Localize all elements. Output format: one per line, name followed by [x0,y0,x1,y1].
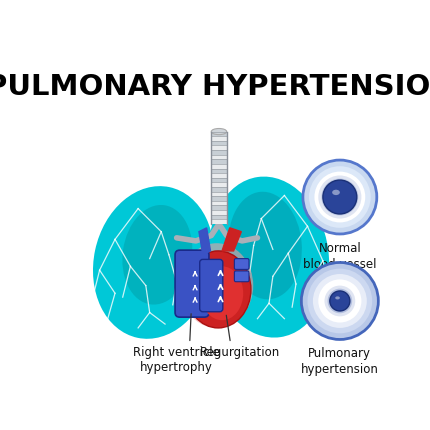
Bar [211,178,226,183]
Circle shape [324,182,354,213]
Ellipse shape [185,252,250,328]
Text: Right ventricle
hypertrophy: Right ventricle hypertrophy [133,345,220,373]
FancyBboxPatch shape [234,259,249,270]
Circle shape [302,161,376,234]
Circle shape [327,289,351,313]
Circle shape [322,181,356,215]
Circle shape [332,294,347,309]
Ellipse shape [228,192,301,300]
Ellipse shape [209,177,329,338]
Bar [211,141,226,146]
Bar [211,146,226,150]
Bar [211,183,226,187]
Bar [211,192,226,197]
Circle shape [329,291,349,311]
FancyBboxPatch shape [175,251,209,317]
Ellipse shape [93,187,214,339]
Ellipse shape [335,297,339,300]
Bar [211,132,226,137]
Circle shape [314,172,364,223]
Ellipse shape [332,190,339,196]
Circle shape [317,176,361,219]
Circle shape [329,291,349,311]
Bar [211,160,226,165]
Ellipse shape [180,244,253,328]
Bar [211,137,226,141]
FancyBboxPatch shape [234,271,249,282]
Polygon shape [199,228,210,255]
Text: Regurgitation: Regurgitation [199,345,279,358]
Ellipse shape [200,267,243,320]
Bar [211,150,226,155]
Circle shape [308,167,370,228]
Circle shape [317,280,361,323]
Bar [211,174,226,178]
Circle shape [327,185,351,210]
Text: PULMONARY HYPERTENSION: PULMONARY HYPERTENSION [0,73,430,101]
Polygon shape [221,228,241,252]
Bar [211,206,226,211]
Bar [211,197,226,201]
Bar [211,211,226,215]
Bar [211,201,226,206]
Circle shape [324,286,354,316]
Bar [211,220,226,224]
Circle shape [301,263,378,340]
FancyBboxPatch shape [199,260,222,312]
Bar [211,165,226,169]
Bar [211,155,226,160]
Circle shape [307,269,372,334]
Ellipse shape [211,129,226,135]
Text: Pulmonary
hypertension: Pulmonary hypertension [300,346,378,375]
Ellipse shape [122,206,192,305]
Bar [211,215,226,220]
Bar [211,187,226,192]
Circle shape [312,274,366,328]
Circle shape [330,188,348,207]
Text: Normal
blood vessel: Normal blood vessel [302,241,376,270]
Circle shape [321,179,357,216]
Bar [211,169,226,174]
